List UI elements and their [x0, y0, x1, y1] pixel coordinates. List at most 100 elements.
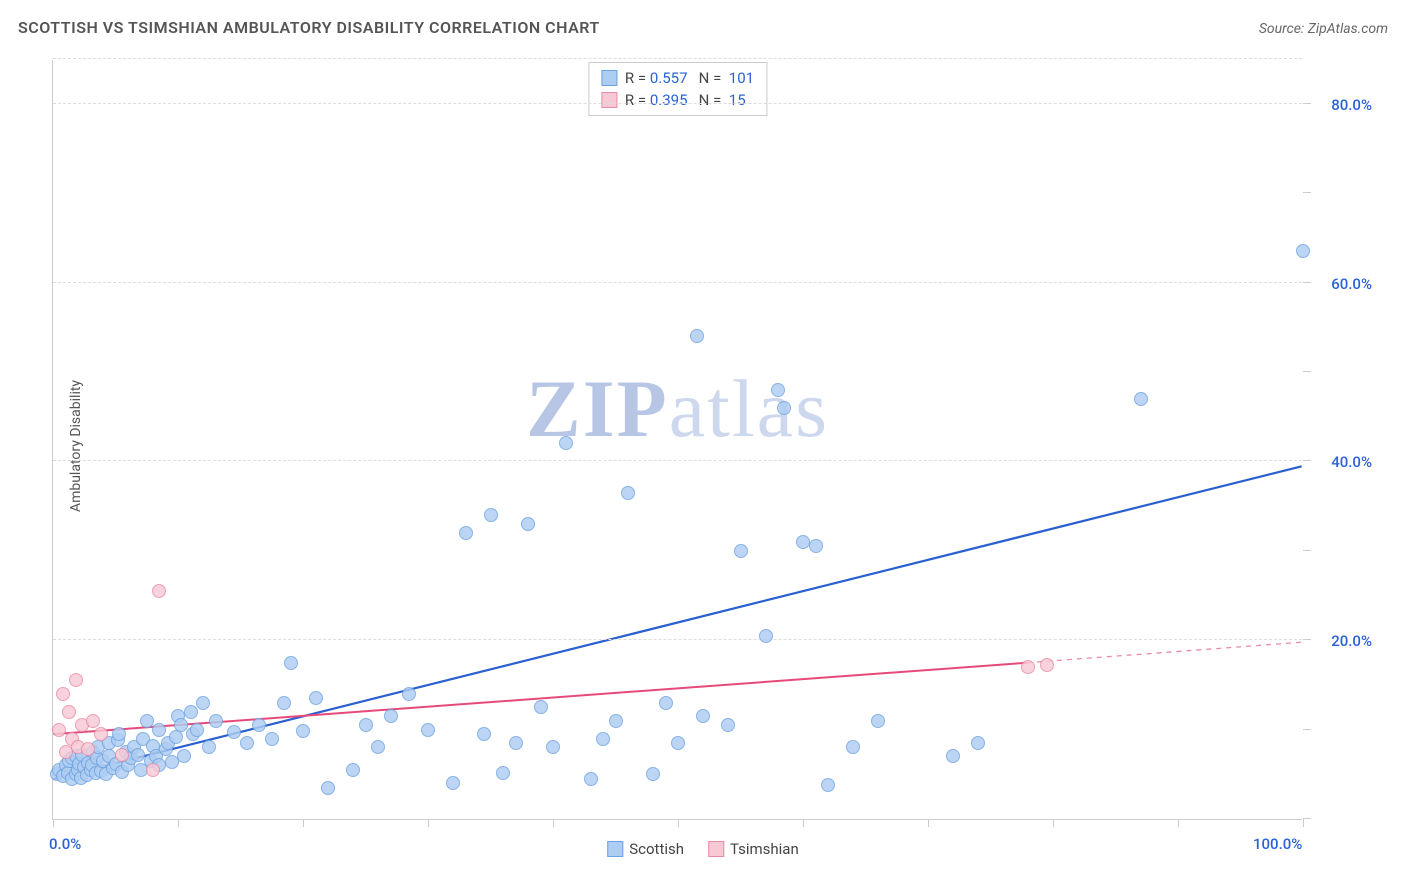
gridline — [53, 282, 1302, 283]
tsimshian-point — [1021, 660, 1035, 674]
x-tick — [303, 819, 304, 827]
scottish-point — [821, 778, 835, 792]
tsimshian-point — [81, 742, 95, 756]
y-tick — [1303, 192, 1311, 193]
scottish-point — [671, 736, 685, 750]
scottish-point — [734, 544, 748, 558]
legend-swatch — [607, 841, 623, 857]
scottish-point — [209, 714, 223, 728]
scottish-point — [277, 696, 291, 710]
y-axis-tick-label: 20.0% — [1331, 632, 1372, 650]
source-label: Source: ZipAtlas.com — [1259, 21, 1388, 37]
x-tick — [553, 819, 554, 827]
y-tick — [1303, 729, 1311, 730]
scottish-point — [202, 740, 216, 754]
trend-lines — [53, 60, 1302, 819]
scottish-point — [659, 696, 673, 710]
x-tick — [428, 819, 429, 827]
scottish-point — [696, 709, 710, 723]
y-tick — [1303, 550, 1311, 551]
tsimshian-point — [52, 723, 66, 737]
scottish-point — [559, 436, 573, 450]
legend-swatch — [601, 92, 617, 108]
tsimshian-point — [1040, 658, 1054, 672]
scottish-point — [174, 718, 188, 732]
gridline — [53, 639, 1302, 640]
scottish-point — [871, 714, 885, 728]
scottish-point — [240, 736, 254, 750]
scottish-point — [177, 749, 191, 763]
y-tick — [1303, 460, 1311, 461]
scottish-point — [309, 691, 323, 705]
tsimshian-point — [56, 687, 70, 701]
tsimshian-point — [69, 673, 83, 687]
x-tick — [53, 819, 54, 827]
scottish-point — [184, 705, 198, 719]
scottish-point — [584, 772, 598, 786]
scottish-point — [284, 656, 298, 670]
legend-r: R = 0.395 N = 15 — [625, 89, 746, 111]
x-tick — [178, 819, 179, 827]
scottish-point — [359, 718, 373, 732]
chart-title: SCOTTISH VS TSIMSHIAN AMBULATORY DISABIL… — [18, 18, 600, 37]
scottish-point — [1134, 392, 1148, 406]
scottish-point — [152, 723, 166, 737]
scottish-point — [690, 329, 704, 343]
scottish-point — [321, 781, 335, 795]
y-axis-tick-label: 60.0% — [1331, 275, 1372, 293]
scottish-point — [459, 526, 473, 540]
scottish-point — [384, 709, 398, 723]
scottish-point — [621, 486, 635, 500]
tsimshian-point — [115, 748, 129, 762]
scottish-point — [112, 727, 126, 741]
scottish-point — [534, 700, 548, 714]
scottish-point — [296, 724, 310, 738]
y-axis-tick-label: 80.0% — [1331, 96, 1372, 114]
scottish-point — [546, 740, 560, 754]
scottish-point — [846, 740, 860, 754]
x-tick — [1053, 819, 1054, 827]
tsimshian-point — [62, 705, 76, 719]
scottish-point — [190, 723, 204, 737]
y-tick — [1303, 639, 1311, 640]
x-tick — [1303, 819, 1304, 827]
x-axis-tick-label: 0.0% — [49, 835, 81, 853]
scottish-point — [771, 383, 785, 397]
scottish-point — [227, 725, 241, 739]
legend-item-scottish: Scottish — [607, 840, 684, 858]
scottish-point — [721, 718, 735, 732]
scottish-point — [609, 714, 623, 728]
scatter-plot: ZIPatlas R = 0.557 N = 101R = 0.395 N = … — [52, 60, 1302, 820]
tsimshian-point — [152, 584, 166, 598]
scottish-point — [421, 723, 435, 737]
scottish-point — [646, 767, 660, 781]
gridline — [53, 460, 1302, 461]
series-legend: ScottishTsimshian — [607, 840, 799, 858]
legend-swatch — [708, 841, 724, 857]
scottish-point — [759, 629, 773, 643]
legend-row-tsimshian: R = 0.395 N = 15 — [601, 89, 754, 111]
scottish-point — [252, 718, 266, 732]
legend-r: R = 0.557 N = 101 — [625, 67, 754, 89]
scottish-point — [484, 508, 498, 522]
scottish-point — [346, 763, 360, 777]
legend-label: Scottish — [629, 840, 684, 858]
gridline — [53, 58, 1302, 59]
x-tick — [1178, 819, 1179, 827]
scottish-point — [946, 749, 960, 763]
y-tick — [1303, 818, 1311, 819]
scottish-point — [140, 714, 154, 728]
x-tick — [678, 819, 679, 827]
scottish-point — [809, 539, 823, 553]
y-tick — [1303, 103, 1311, 104]
x-axis-tick-label: 100.0% — [1253, 835, 1302, 853]
y-axis-tick-label: 40.0% — [1331, 453, 1372, 471]
x-tick — [928, 819, 929, 827]
scottish-point — [777, 401, 791, 415]
gridline — [53, 103, 1302, 104]
scottish-point — [971, 736, 985, 750]
scottish-point — [265, 732, 279, 746]
scottish-point — [477, 727, 491, 741]
tsimshian-point — [146, 763, 160, 777]
y-tick — [1303, 282, 1311, 283]
